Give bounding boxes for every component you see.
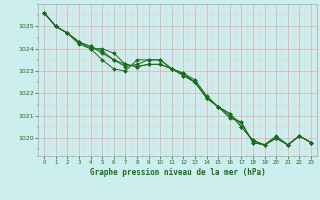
X-axis label: Graphe pression niveau de la mer (hPa): Graphe pression niveau de la mer (hPa) xyxy=(90,168,266,177)
